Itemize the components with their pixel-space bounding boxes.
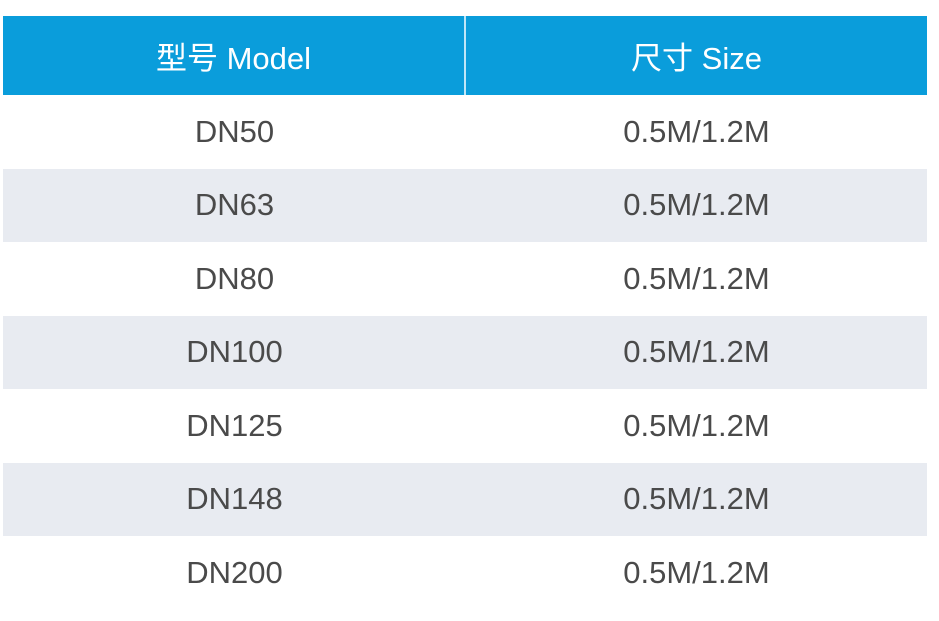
table-body: DN50 0.5M/1.2M DN63 0.5M/1.2M DN80 0.5M/… — [3, 95, 927, 610]
model-cell: DN50 — [194, 113, 275, 149]
model-cell: DN200 — [186, 554, 283, 590]
size-cell: 0.5M/1.2M — [623, 407, 770, 443]
column-header-size: 尺寸 Size — [631, 41, 762, 76]
table-header: 型号 Model 尺寸 Size — [3, 16, 927, 95]
table-row: DN63 0.5M/1.2M — [3, 168, 927, 242]
table-row: DN100 0.5M/1.2M — [3, 315, 927, 389]
size-cell: 0.5M/1.2M — [623, 260, 770, 296]
table-row: DN50 0.5M/1.2M — [3, 95, 927, 169]
size-cell: 0.5M/1.2M — [623, 187, 770, 223]
size-cell: 0.5M/1.2M — [623, 334, 770, 370]
model-cell: DN125 — [186, 407, 283, 443]
table-row: DN125 0.5M/1.2M — [3, 389, 927, 463]
table-row: DN200 0.5M/1.2M — [3, 536, 927, 610]
table-row: DN148 0.5M/1.2M — [3, 462, 927, 536]
size-cell: 0.5M/1.2M — [623, 481, 770, 517]
model-cell: DN63 — [194, 187, 275, 223]
size-cell: 0.5M/1.2M — [623, 554, 770, 590]
model-cell: DN148 — [186, 481, 283, 517]
size-cell: 0.5M/1.2M — [623, 113, 770, 149]
table-row: DN80 0.5M/1.2M — [3, 242, 927, 316]
model-cell: DN80 — [194, 260, 275, 296]
model-cell: DN100 — [186, 334, 283, 370]
column-header-model: 型号 Model — [3, 16, 466, 95]
spec-table: 型号 Model 尺寸 Size DN50 0.5M/1.2M DN63 0.5… — [3, 16, 927, 610]
